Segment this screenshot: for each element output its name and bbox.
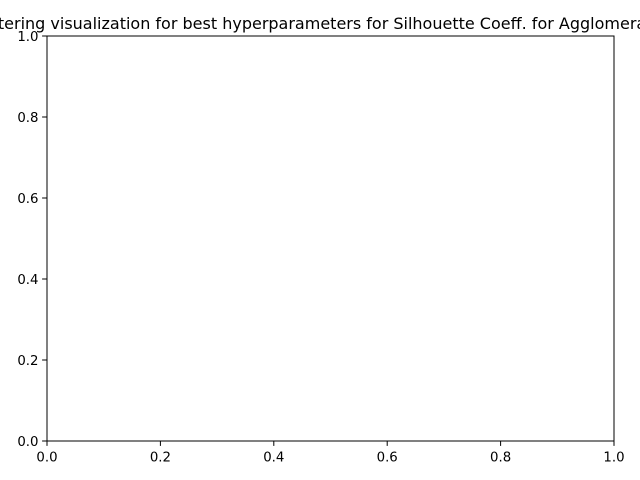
y-tick-label: 0.8 xyxy=(17,111,38,126)
y-tick-label: 0.0 xyxy=(17,435,38,450)
y-tick-label: 0.4 xyxy=(17,273,38,288)
plot-area xyxy=(47,36,614,441)
plot-frame xyxy=(46,35,615,442)
x-tick-label: 0.4 xyxy=(263,451,284,466)
y-tick-label: 1.0 xyxy=(17,30,38,45)
y-axis: 0.0 0.2 0.4 0.6 0.8 1.0 xyxy=(17,30,47,450)
title-group: Clustering visualization for best hyperp… xyxy=(0,14,640,33)
chart-title: Clustering visualization for best hyperp… xyxy=(0,14,640,33)
x-tick-label: 0.6 xyxy=(377,451,398,466)
x-tick-label: 0.0 xyxy=(36,451,57,466)
y-tick-label: 0.2 xyxy=(17,354,38,369)
x-tick-label: 0.8 xyxy=(490,451,511,466)
x-tick-label: 1.0 xyxy=(603,451,624,466)
y-tick-label: 0.6 xyxy=(17,192,38,207)
x-tick-label: 0.2 xyxy=(150,451,171,466)
x-axis: 0.0 0.2 0.4 0.6 0.8 1.0 xyxy=(36,441,625,466)
